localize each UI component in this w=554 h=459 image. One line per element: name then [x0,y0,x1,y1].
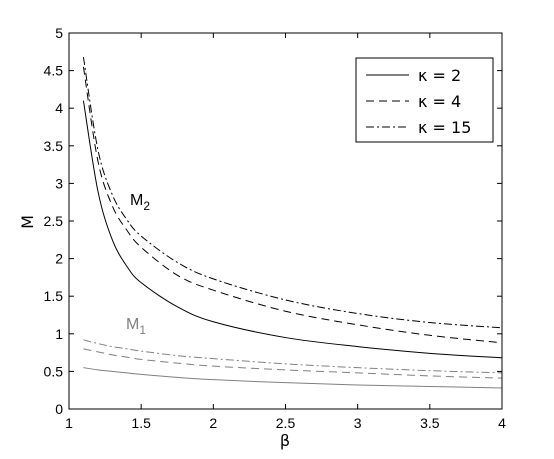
legend-box [355,57,494,143]
y-tick-label: 1.5 [44,288,64,304]
x-tick-label: 1 [65,415,73,431]
y-tick-label: 4 [55,100,63,116]
x-tick-label: 4 [498,415,506,431]
curve-label-m2: M2 [130,192,150,213]
curve-label-m1: M1 [126,316,146,337]
series-m1-kappa-15 [83,339,503,374]
series-m1-kappa-2 [83,367,503,389]
curve-label-m1-sub: 1 [139,323,146,337]
series-m1-kappa-4 [83,348,503,379]
curves [82,56,503,389]
tick-labels: 1 1.5 2 2.5 3 3.5 4 0 0.5 1 1.5 2 2.5 3 3.5 4 4.5 5 [44,25,507,431]
curve-label-m2-sub: 2 [143,199,150,213]
y-tick-label: 2.5 [44,213,64,229]
series-m2-kappa-4 [82,66,503,344]
y-tick-label: 4.5 [44,63,64,79]
y-tick-label: 5 [55,25,63,41]
y-tick-label: 0 [55,401,63,417]
x-tick-label: 3 [354,415,362,431]
y-tick-label: 3 [55,175,63,191]
curve-label-m1-base: M [126,316,139,333]
legend-label-kappa-4: κ = 4 [418,92,461,111]
series-m2-kappa-15 [82,56,503,329]
x-tick-label: 1.5 [131,415,151,431]
legend-label-kappa-2: κ = 2 [418,66,461,85]
y-tick-label: 1 [55,326,63,342]
series-m2-kappa-2 [82,100,503,359]
legend: κ = 2 κ = 4 κ = 15 [355,57,494,143]
x-tick-label: 2 [209,415,217,431]
x-tick-label: 2.5 [276,415,296,431]
legend-label-kappa-15: κ = 15 [418,118,471,137]
y-axis-label: M [18,215,37,229]
axis-ticks [68,32,503,410]
x-tick-label: 3.5 [420,415,440,431]
y-tick-label: 3.5 [44,138,64,154]
y-tick-label: 0.5 [44,363,64,379]
x-axis-label: β [280,431,290,450]
curve-label-m2-base: M [130,192,143,209]
y-tick-label: 2 [55,251,63,267]
